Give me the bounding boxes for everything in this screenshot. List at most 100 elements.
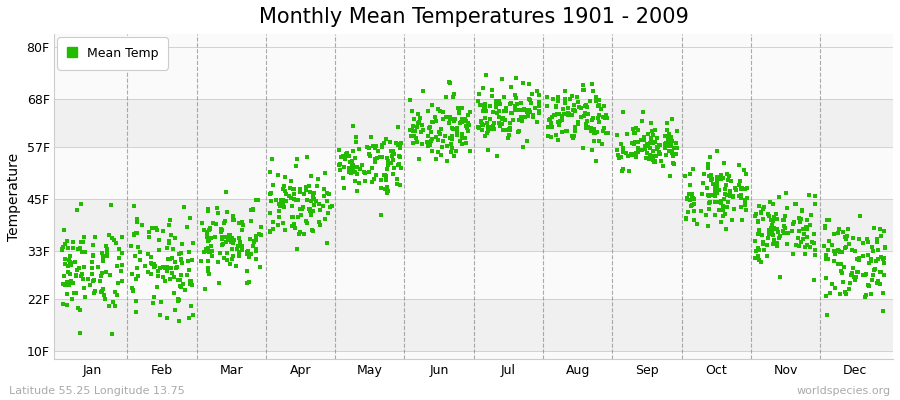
Point — [664, 141, 679, 147]
Point — [195, 220, 210, 226]
Point — [598, 124, 612, 131]
Point — [827, 231, 842, 237]
Point — [300, 220, 314, 226]
Point — [454, 134, 469, 141]
Point — [795, 207, 809, 213]
Point — [729, 187, 743, 193]
Point — [769, 211, 783, 217]
Point — [219, 189, 233, 196]
Point — [387, 164, 401, 171]
Point — [661, 137, 675, 143]
Point — [690, 220, 705, 227]
Point — [223, 232, 238, 238]
Point — [249, 233, 264, 239]
Point — [590, 103, 605, 109]
Point — [313, 207, 328, 213]
Point — [697, 170, 711, 177]
Point — [654, 158, 669, 164]
Point — [858, 272, 872, 278]
Point — [284, 214, 299, 220]
Point — [64, 277, 78, 284]
Point — [532, 110, 546, 116]
Point — [235, 226, 249, 233]
Point — [856, 240, 870, 246]
Point — [667, 161, 681, 167]
Point — [713, 174, 727, 181]
Point — [231, 249, 246, 255]
Point — [821, 247, 835, 253]
Point — [310, 176, 325, 182]
Point — [791, 243, 806, 249]
Point — [286, 214, 301, 220]
Point — [291, 214, 305, 220]
Point — [370, 154, 384, 161]
Point — [286, 186, 301, 192]
Point — [804, 212, 818, 218]
Point — [297, 190, 311, 197]
Point — [167, 290, 182, 296]
Point — [230, 245, 244, 252]
Point — [737, 197, 751, 204]
Point — [181, 258, 195, 265]
Point — [305, 228, 320, 235]
Point — [876, 290, 890, 296]
Point — [276, 198, 291, 205]
Point — [365, 142, 380, 149]
Point — [76, 239, 90, 245]
Point — [74, 239, 88, 245]
Point — [530, 119, 544, 126]
Point — [129, 276, 143, 283]
Point — [755, 232, 770, 239]
Point — [100, 246, 114, 252]
Point — [374, 154, 389, 160]
Point — [392, 140, 406, 147]
Point — [423, 124, 437, 130]
Point — [756, 206, 770, 212]
Point — [701, 173, 716, 180]
Point — [215, 240, 230, 247]
Point — [86, 252, 101, 258]
Point — [766, 200, 780, 207]
Point — [521, 113, 535, 120]
Point — [664, 134, 679, 140]
Point — [204, 248, 219, 254]
Point — [503, 100, 517, 107]
Point — [847, 274, 861, 280]
Point — [819, 254, 833, 260]
Point — [453, 138, 467, 144]
Point — [661, 143, 675, 150]
Point — [60, 302, 75, 308]
Point — [98, 243, 112, 250]
Point — [336, 152, 350, 159]
Point — [771, 194, 786, 200]
Point — [212, 280, 226, 287]
Point — [69, 290, 84, 296]
Point — [425, 119, 439, 126]
Point — [99, 269, 113, 275]
Point — [571, 121, 585, 128]
Point — [338, 156, 352, 162]
Point — [756, 238, 770, 245]
Point — [321, 209, 336, 216]
Point — [714, 198, 728, 204]
Point — [520, 138, 535, 144]
Point — [716, 212, 730, 219]
Point — [369, 143, 383, 150]
Point — [822, 217, 836, 224]
Point — [443, 114, 457, 121]
Point — [581, 125, 596, 131]
Point — [160, 315, 175, 321]
Point — [630, 139, 644, 146]
Point — [793, 219, 807, 226]
Point — [486, 109, 500, 116]
Point — [430, 106, 445, 112]
Point — [129, 308, 143, 315]
Point — [621, 153, 635, 159]
Point — [858, 294, 872, 300]
Point — [402, 96, 417, 103]
Point — [475, 127, 490, 133]
Point — [839, 290, 853, 297]
Bar — [55, 147, 893, 199]
Point — [521, 106, 535, 113]
Point — [594, 106, 608, 112]
